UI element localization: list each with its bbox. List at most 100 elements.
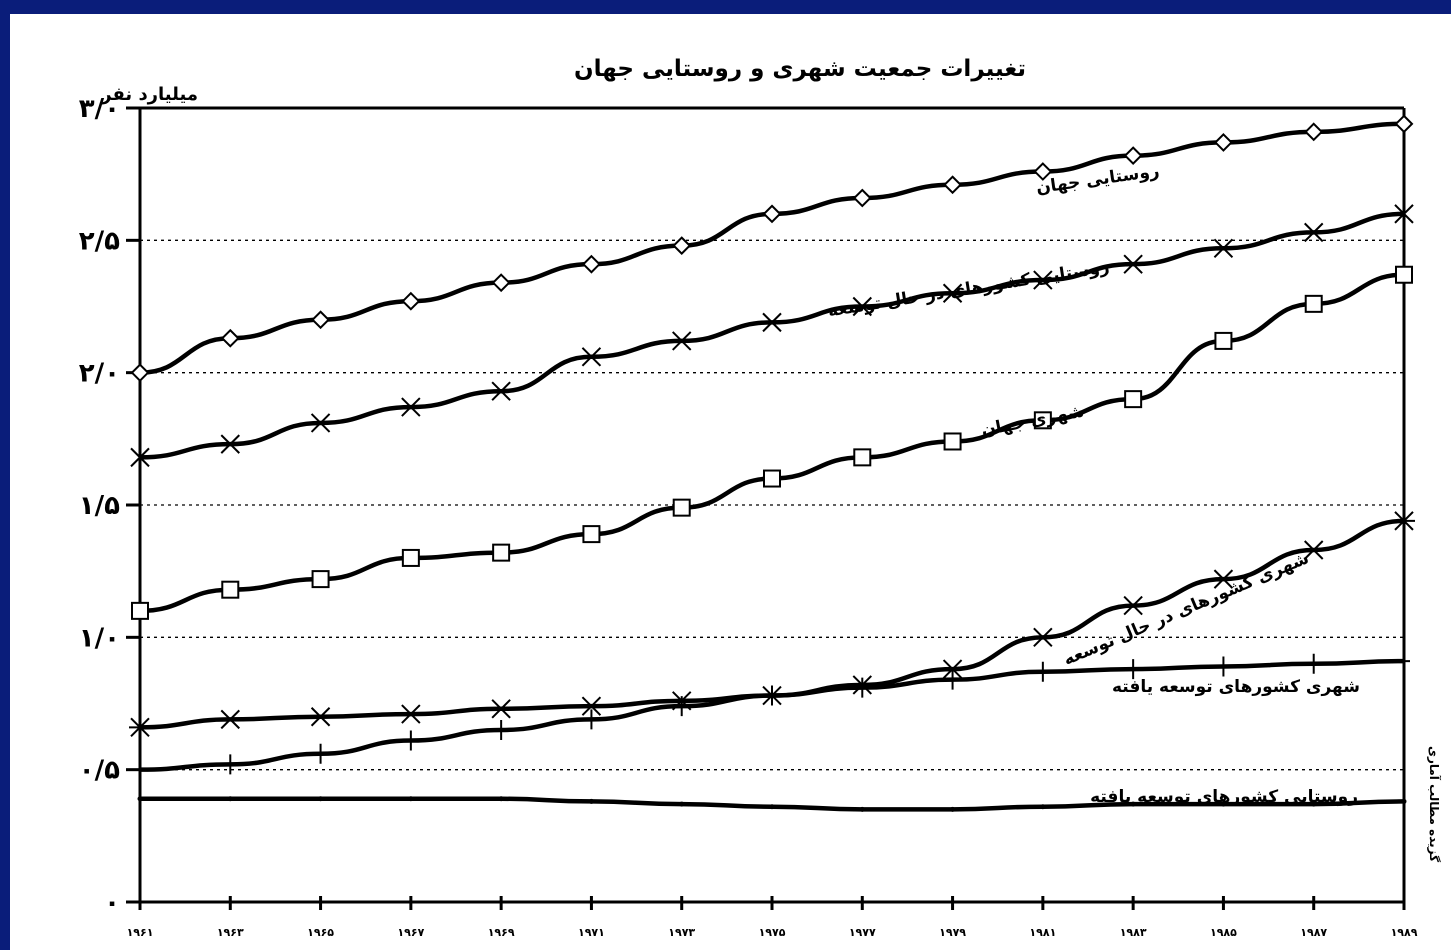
data-point-plus <box>585 709 598 730</box>
data-point-asterisk <box>1212 569 1235 589</box>
data-point-dot <box>859 806 865 812</box>
data-point-dot <box>408 796 414 802</box>
data-point-dot <box>769 804 775 810</box>
data-point-dot <box>137 796 143 802</box>
data-point-dot <box>1040 804 1046 810</box>
data-point-plus <box>495 719 508 740</box>
series-label: شهری کشورهای توسعه یافته <box>1112 677 1360 697</box>
data-point-square <box>1033 411 1052 430</box>
data-point-plus <box>1036 661 1049 682</box>
data-point-plus <box>1307 653 1320 674</box>
data-point-square <box>1304 294 1323 313</box>
data-point-plus <box>766 685 778 706</box>
data-point-asterisk <box>1122 595 1145 616</box>
x-tick-label: ۱۹۷۳ <box>668 926 695 939</box>
data-point-diamond <box>762 204 782 224</box>
y-tick-label: ۳/۰ <box>79 94 120 124</box>
x-tick-label: ۱۹۶۷ <box>397 926 424 939</box>
data-point-asterisk <box>219 709 242 730</box>
x-tick-label: ۱۹۸۷ <box>1300 926 1327 939</box>
data-point-diamond <box>582 254 601 274</box>
data-point-diamond <box>943 175 962 195</box>
data-point-diamond <box>1304 122 1324 142</box>
chart-title: تغییرات جمعیت شهری و روستایی جهان <box>574 56 1026 82</box>
y-tick-label: ۱/۰ <box>79 623 120 653</box>
data-point-plus <box>224 754 237 775</box>
data-point-dot <box>1401 798 1407 804</box>
data-point-dot <box>227 796 233 802</box>
series-label: شهری جهان <box>980 401 1086 441</box>
series-label: روستایی جهان <box>1035 161 1161 198</box>
data-point-square <box>943 432 962 451</box>
y-axis-unit-label: میلیارد نفر <box>100 84 198 105</box>
data-point-diamond <box>852 188 872 208</box>
data-point-x <box>1033 270 1053 290</box>
series-labels: روستایی جهان روستایی کشورهای در حال توسعه… <box>827 161 1360 807</box>
data-point-x <box>310 413 331 433</box>
data-point-plus <box>856 677 869 698</box>
data-point-x <box>1304 222 1324 243</box>
data-point-plus <box>404 730 417 751</box>
data-point-asterisk <box>941 659 964 679</box>
series-2 <box>130 204 1414 468</box>
data-point-plus <box>1127 659 1140 680</box>
series-5 <box>134 651 1410 780</box>
data-point-square <box>672 498 691 517</box>
y-tick-label: ۲/۵ <box>79 226 120 256</box>
data-point-square <box>1395 265 1413 284</box>
series-line <box>139 272 1405 614</box>
data-point-dot <box>1220 801 1226 807</box>
data-point-x <box>1213 238 1234 258</box>
series-3 <box>131 265 1413 620</box>
data-point-square <box>311 570 330 589</box>
series-label: روستایی کشورهای توسعه یافته <box>1090 787 1358 807</box>
data-point-asterisk <box>580 696 603 716</box>
x-tick-label: ۱۹۸۳ <box>1120 926 1147 939</box>
data-point-x <box>581 347 602 367</box>
data-point-x <box>852 296 872 317</box>
data-point-asterisk <box>1393 511 1415 531</box>
x-tick-label: ۱۹۶۳ <box>217 926 244 939</box>
y-tick-label: ۱/۵ <box>79 491 120 521</box>
data-point-dot <box>950 806 956 812</box>
data-point-diamond <box>1394 114 1414 134</box>
data-point-dot <box>588 798 594 804</box>
x-tick-label: ۱۹۶۹ <box>488 926 515 939</box>
data-point-dot <box>318 796 324 802</box>
series-6 <box>137 796 1407 812</box>
data-point-plus <box>314 743 327 764</box>
x-tick-label: ۱۹۷۹ <box>939 926 966 939</box>
chart-paper: تغییرات جمعیت شهری و روستایی جهان میلیار… <box>10 14 1451 950</box>
data-point-square <box>1214 331 1233 350</box>
data-point-plus <box>134 759 146 780</box>
data-point-square <box>763 469 781 488</box>
data-point-diamond <box>672 236 692 256</box>
data-point-asterisk <box>399 704 422 724</box>
series-label: شهری کشورهای در حال توسعه <box>1060 548 1311 670</box>
data-point-plus <box>1217 656 1230 677</box>
series-line <box>139 658 1405 772</box>
data-point-square <box>853 448 872 467</box>
x-tick-label: ۱۹۶۱ <box>127 926 154 939</box>
data-point-x <box>401 397 421 417</box>
data-point-asterisk <box>309 707 332 727</box>
data-point-plus <box>1398 651 1410 672</box>
x-tick-label: ۱۹۸۱ <box>1029 926 1056 939</box>
data-point-asterisk <box>129 717 151 738</box>
series-1 <box>130 114 1414 383</box>
series-line <box>139 211 1405 460</box>
data-point-square <box>492 543 511 562</box>
series-layer <box>129 114 1415 812</box>
data-point-x <box>491 381 511 401</box>
data-point-x <box>762 312 782 333</box>
x-tick-label: ۱۹۷۵ <box>759 926 786 939</box>
y-tick-label: ۰ <box>104 888 120 918</box>
data-point-x <box>220 434 240 454</box>
x-tick-label: ۱۹۸۵ <box>1210 926 1237 939</box>
data-point-diamond <box>130 363 150 383</box>
data-point-dot <box>1130 801 1136 807</box>
data-point-asterisk <box>1302 540 1325 560</box>
data-point-square <box>131 601 149 620</box>
data-point-dot <box>1311 801 1317 807</box>
data-point-x <box>1394 204 1414 224</box>
